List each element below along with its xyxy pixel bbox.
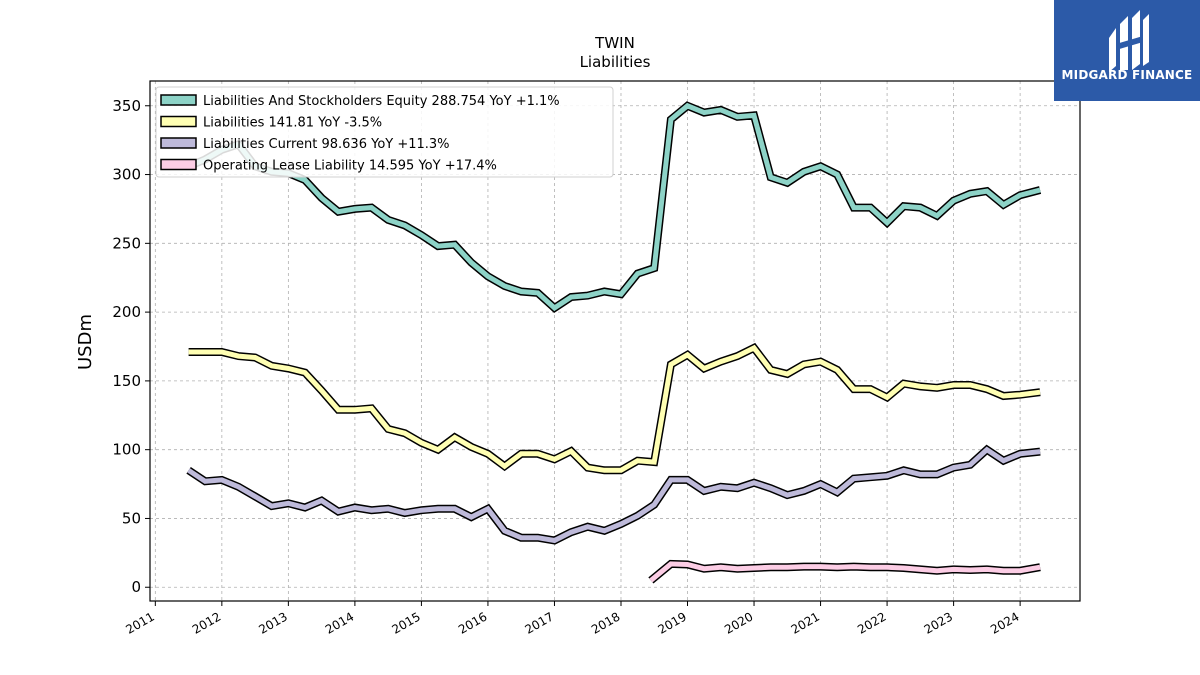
series-line-outline [188, 342, 1041, 475]
chart-title: TWIN [594, 34, 635, 52]
legend-entry: Liabilities And Stockholders Equity 288.… [203, 94, 560, 109]
x-tick-label: 2018 [589, 609, 622, 636]
y-tick-label: 50 [122, 509, 141, 527]
x-tick-label: 2012 [190, 609, 223, 636]
y-axis: 0 50 100 150 200 250 300 350 [112, 97, 150, 596]
series-layer [186, 101, 1042, 584]
x-tick-label: 2022 [855, 609, 888, 636]
legend-swatch [160, 115, 197, 128]
legend-swatch [160, 94, 197, 106]
x-axis: 2011 2012 2013 2014 2015 2016 2017 2018 2019 2020… [123, 601, 1022, 637]
x-tick-label: 2014 [323, 609, 356, 636]
x-tick-label: 2019 [656, 609, 689, 636]
series-line [188, 344, 1041, 473]
series-2 [186, 444, 1041, 545]
logo-mark-icon [1109, 10, 1149, 72]
legend-entry: Liabilities Current 98.636 YoY +11.3% [203, 137, 450, 152]
series-1 [188, 342, 1041, 475]
y-tick-label: 300 [112, 166, 141, 184]
y-tick-label: 250 [112, 234, 141, 252]
y-axis-label: USDm [75, 314, 96, 370]
y-tick-label: 200 [112, 303, 141, 321]
x-tick-label: 2020 [722, 609, 755, 636]
legend-swatch [160, 137, 197, 149]
series-3 [648, 559, 1041, 584]
x-tick-label: 2015 [389, 609, 422, 636]
logo-text: MIDGARD FINANCE [1061, 68, 1193, 82]
x-tick-label: 2024 [988, 609, 1021, 636]
x-tick-label: 2023 [922, 609, 955, 636]
x-tick-label: 2011 [123, 609, 156, 636]
x-tick-label: 2021 [789, 609, 822, 636]
legend: Liabilities And Stockholders Equity 288.… [155, 86, 614, 178]
legend-box [155, 86, 614, 178]
legend-swatch [160, 158, 197, 171]
y-tick-label: 0 [131, 578, 141, 596]
series-line [187, 102, 1041, 312]
series-line [187, 446, 1041, 544]
plot-frame [149, 80, 1081, 602]
chart-subtitle: Liabilities [580, 53, 651, 71]
y-tick-label: 100 [112, 441, 141, 459]
legend-entry: Liabilities 141.81 YoY -3.5% [203, 116, 382, 131]
x-tick-label: 2017 [523, 609, 556, 636]
legend-entry: Operating Lease Liability 14.595 YoY +17… [203, 159, 497, 174]
series-0 [187, 101, 1042, 314]
x-tick-label: 2013 [256, 609, 289, 636]
y-tick-label: 350 [112, 97, 141, 115]
x-tick-label: 2016 [456, 609, 489, 636]
y-tick-label: 150 [112, 372, 141, 390]
series-line [649, 561, 1041, 583]
midgard-finance-logo: MIDGARD FINANCE [1054, 0, 1200, 101]
